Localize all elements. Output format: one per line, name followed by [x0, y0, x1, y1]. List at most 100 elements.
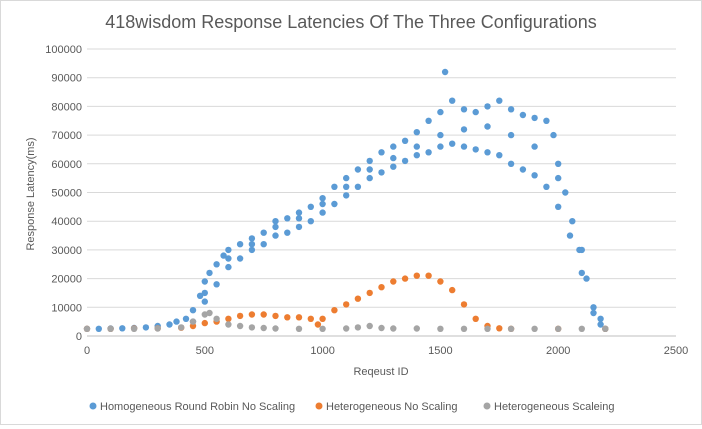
y-tick-label: 80000: [51, 101, 82, 113]
data-point: [225, 255, 232, 262]
data-point: [562, 189, 569, 196]
y-tick-label: 50000: [51, 188, 82, 200]
data-point: [307, 218, 314, 225]
series-1: [83, 68, 609, 332]
data-point: [178, 324, 185, 331]
data-point: [460, 301, 468, 308]
data-point: [566, 232, 574, 239]
x-tick-labels: 0 500 1000 1500 2000 2500: [84, 345, 688, 357]
data-point: [425, 117, 432, 125]
data-point: [472, 108, 479, 116]
data-point: [437, 325, 444, 332]
chart-title: 418wisdom Response Latencies Of The Thre…: [105, 12, 597, 32]
data-point: [366, 322, 373, 330]
data-point: [248, 311, 256, 318]
data-point: [314, 321, 322, 328]
data-point: [272, 223, 279, 231]
data-point: [378, 284, 385, 291]
data-point: [484, 123, 491, 130]
data-point: [354, 183, 362, 190]
data-point: [578, 325, 585, 332]
y-axis-label: Response Latency(ms): [25, 137, 37, 250]
data-point: [95, 325, 103, 332]
data-point: [597, 315, 604, 322]
data-point: [460, 106, 468, 113]
data-point: [166, 321, 173, 328]
data-point: [472, 315, 479, 322]
data-point: [284, 215, 291, 222]
data-point: [295, 223, 303, 231]
data-point: [366, 166, 373, 173]
data-point: [295, 209, 303, 216]
data-point: [206, 309, 213, 317]
data-point: [354, 324, 362, 331]
data-point: [555, 174, 562, 182]
data-point: [213, 261, 220, 268]
data-point: [413, 129, 420, 136]
data-point: [437, 131, 444, 139]
data-point: [201, 298, 208, 305]
data-point: [272, 218, 279, 225]
data-point: [401, 157, 409, 165]
data-point: [331, 307, 338, 314]
data-point: [272, 232, 279, 239]
data-point: [236, 312, 244, 320]
data-point: [213, 281, 220, 288]
data-point: [543, 117, 550, 125]
data-point: [507, 131, 515, 139]
data-point: [472, 146, 479, 153]
data-point: [449, 97, 456, 104]
data-point: [496, 97, 503, 104]
data-point: [378, 149, 385, 156]
x-tick-label: 2500: [664, 345, 688, 357]
data-point: [248, 246, 256, 254]
data-point: [519, 166, 527, 173]
data-point: [413, 272, 420, 279]
data-point: [507, 160, 515, 167]
data-point: [343, 183, 350, 190]
data-point: [189, 307, 197, 314]
data-point: [425, 272, 432, 279]
data-point: [507, 106, 515, 113]
y-tick-label: 10000: [51, 302, 82, 314]
data-point: [189, 322, 197, 330]
data-point: [390, 278, 397, 285]
data-point: [507, 325, 515, 332]
data-point: [484, 149, 491, 156]
data-point: [225, 321, 232, 328]
data-point: [248, 235, 256, 242]
y-tick-label: 60000: [51, 159, 82, 171]
data-point: [555, 325, 562, 332]
data-point: [578, 269, 585, 277]
data-point: [484, 325, 491, 332]
data-point: [354, 295, 362, 302]
data-point: [182, 315, 190, 322]
data-point: [260, 311, 267, 318]
data-point: [272, 325, 279, 332]
data-point: [236, 241, 244, 248]
data-point: [307, 315, 314, 322]
data-point: [236, 322, 244, 330]
x-tick-label: 0: [84, 345, 90, 357]
data-point: [543, 183, 550, 190]
data-point: [441, 68, 449, 76]
data-point: [531, 114, 538, 122]
data-point: [484, 103, 491, 110]
data-point: [425, 149, 432, 156]
data-point: [437, 278, 444, 285]
data-point: [225, 246, 232, 254]
data-point: [319, 209, 326, 216]
data-point: [206, 269, 213, 277]
data-point: [196, 292, 204, 299]
data-point: [260, 241, 267, 248]
data-point: [107, 325, 114, 332]
data-point: [590, 304, 597, 311]
legend-label: Heterogeneous No Scaling: [326, 401, 457, 413]
data-point: [550, 131, 557, 139]
data-point: [343, 325, 350, 332]
data-point: [154, 325, 161, 332]
data-point: [413, 325, 420, 332]
data-point: [343, 174, 350, 182]
